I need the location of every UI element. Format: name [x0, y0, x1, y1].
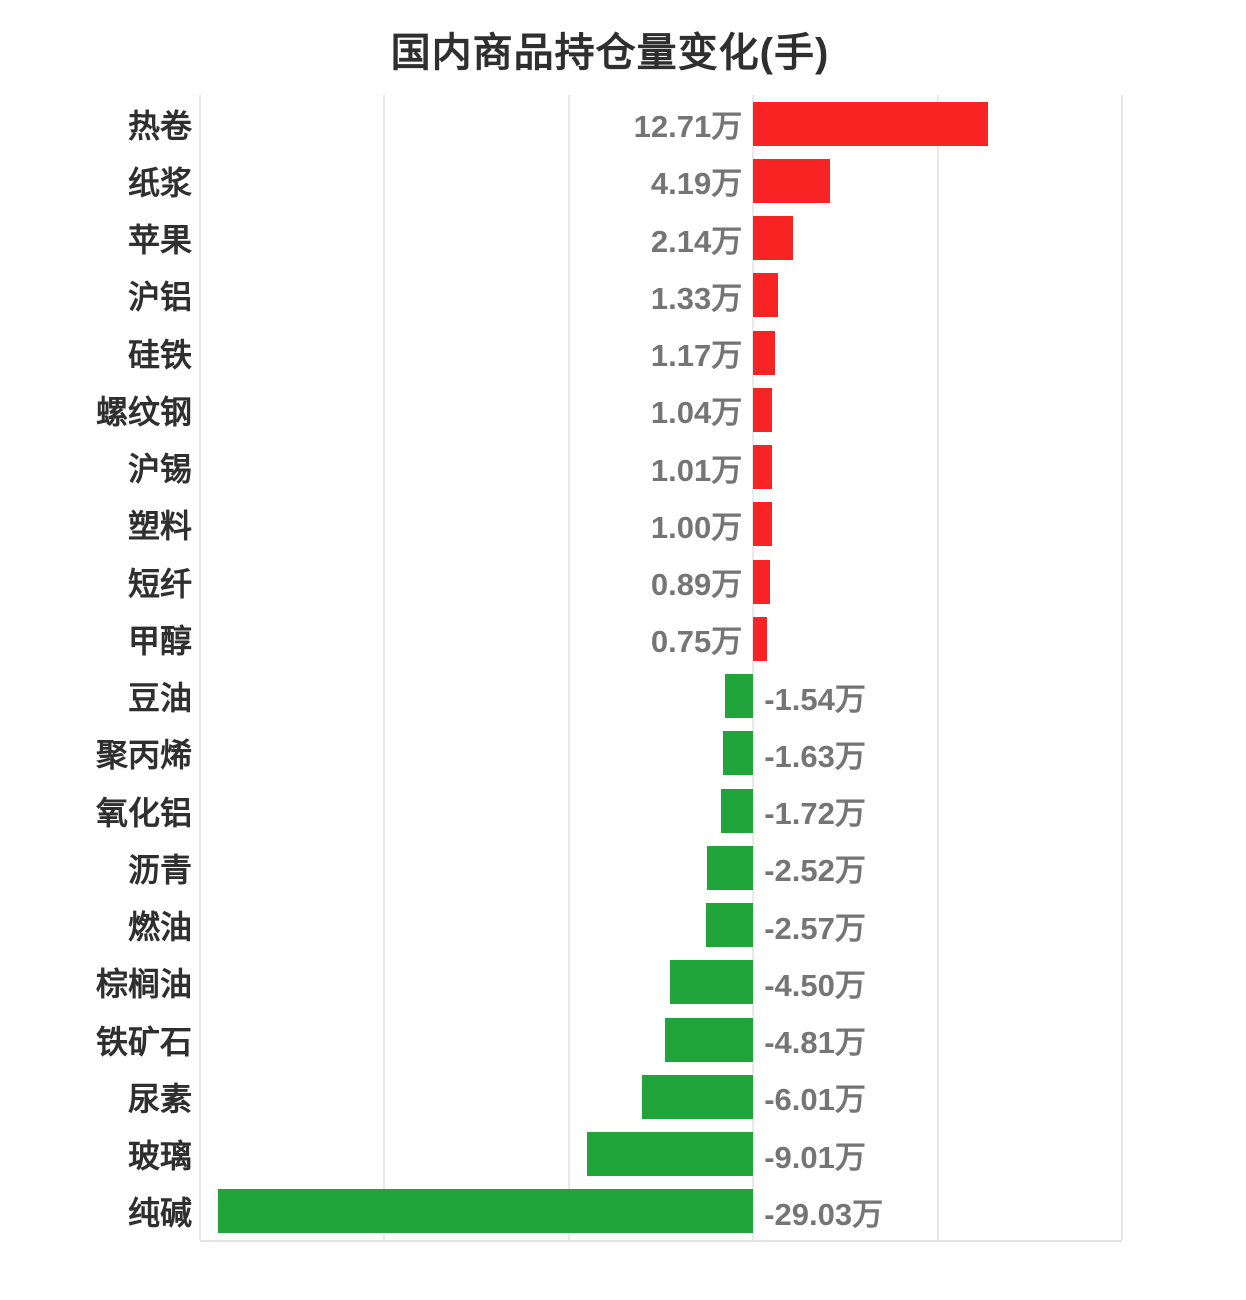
chart-row: 螺纹钢 1.04万 [96, 381, 1122, 438]
bar-negative [723, 731, 754, 776]
value-label: -9.01万 [764, 1139, 866, 1175]
chart-row: 聚丙烯 -1.63万 [96, 725, 1122, 782]
bar-positive [753, 273, 778, 318]
chart-row: 棕榈油 -4.50万 [96, 954, 1122, 1011]
bar-positive [753, 101, 988, 146]
category-label: 铁矿石 [95, 1023, 192, 1060]
category-label: 纯碱 [127, 1195, 192, 1232]
category-label: 短纤 [127, 565, 192, 602]
value-label: -4.50万 [764, 967, 866, 1003]
gridline [567, 95, 570, 1240]
bar-negative [724, 674, 754, 718]
gridline [752, 95, 755, 1240]
value-label: -4.81万 [764, 1025, 866, 1061]
category-label: 棕榈油 [95, 966, 192, 1003]
chart-row: 豆油 -1.54万 [128, 668, 1122, 725]
chart-row: 燃油 -2.57万 [128, 897, 1122, 954]
chart-title: 国内商品持仓量变化(手) [390, 31, 830, 75]
x-axis-line [200, 1240, 1122, 1242]
chart-row: 硅铁 1.17万 [128, 324, 1122, 381]
value-label: 0.89万 [650, 567, 743, 603]
category-label: 豆油 [127, 680, 192, 717]
category-label: 热卷 [127, 107, 192, 144]
value-label: -2.52万 [764, 853, 866, 889]
bar-positive [753, 330, 775, 375]
bar-positive [753, 387, 773, 432]
value-label: 1.01万 [650, 452, 743, 488]
category-label: 燃油 [127, 909, 192, 946]
chart-row: 苹果 2.14万 [128, 210, 1122, 267]
category-label: 螺纹钢 [95, 393, 192, 430]
chart-row: 铁矿石 -4.81万 [96, 1011, 1122, 1068]
value-label: 0.75万 [650, 624, 743, 660]
bar-positive [753, 616, 768, 661]
category-label: 氧化铝 [95, 794, 192, 831]
category-label: 聚丙烯 [95, 737, 192, 774]
bar-negative [670, 960, 754, 1005]
value-label: -2.57万 [764, 910, 866, 946]
bar-positive [753, 502, 772, 547]
category-label: 硅铁 [127, 336, 192, 373]
bar-positive [753, 559, 770, 604]
gridline [1121, 95, 1123, 1240]
bar-positive [753, 216, 793, 260]
category-label: 沪锡 [127, 451, 192, 488]
chart-row: 沪铝 1.33万 [128, 267, 1122, 324]
chart-row: 氧化铝 -1.72万 [96, 782, 1122, 839]
bar-negative [642, 1074, 754, 1119]
bar-negative [721, 788, 754, 833]
value-label: -29.03万 [764, 1196, 884, 1232]
gridline [936, 95, 939, 1240]
value-label: 1.04万 [650, 395, 743, 431]
chart-row: 尿素 -6.01万 [128, 1068, 1122, 1125]
chart-row: 热卷 12.71万 [128, 95, 1122, 152]
category-label: 沥青 [127, 851, 192, 888]
bar-negative [705, 903, 754, 947]
bar-negative [664, 1017, 754, 1062]
category-label: 塑料 [127, 508, 192, 545]
value-label: 1.17万 [650, 338, 743, 374]
category-label: 苹果 [127, 222, 192, 259]
chart-row: 甲醇 0.75万 [128, 610, 1122, 667]
chart-row: 玻璃 -9.01万 [128, 1126, 1122, 1183]
category-label: 甲醇 [127, 622, 192, 659]
bar-positive [753, 158, 831, 203]
chart-row: 沥青 -2.52万 [128, 839, 1122, 896]
value-label: -1.54万 [764, 681, 866, 717]
value-label: 4.19万 [650, 166, 743, 202]
gridline [199, 95, 201, 1240]
bar-negative [217, 1189, 754, 1234]
value-label: -6.01万 [764, 1082, 866, 1118]
value-label: 2.14万 [650, 223, 743, 259]
chart-row: 短纤 0.89万 [128, 553, 1122, 610]
bar-negative [587, 1132, 754, 1176]
category-label: 沪铝 [127, 279, 192, 316]
value-label: -1.72万 [764, 796, 866, 832]
plot-area: 热卷 12.71万纸浆 4.19万苹果 2.14万沪铝 1.33万硅铁 1.17万螺纹钢 1… [96, 95, 1123, 1242]
category-label: 玻璃 [127, 1138, 192, 1175]
value-label: 1.00万 [650, 509, 743, 545]
value-label: 1.33万 [650, 280, 743, 316]
category-label: 纸浆 [127, 164, 192, 201]
category-label: 尿素 [127, 1080, 192, 1117]
value-label: -1.63万 [764, 738, 866, 774]
chart-row: 塑料 1.00万 [128, 496, 1122, 553]
chart-row: 纸浆 4.19万 [128, 152, 1122, 209]
bar-positive [753, 445, 772, 489]
chart-row: 纯碱 -29.03万 [128, 1183, 1122, 1240]
value-label: 12.71万 [633, 109, 743, 145]
bar-negative [706, 845, 754, 890]
chart-row: 沪锡 1.01万 [128, 439, 1122, 496]
gridline [383, 95, 386, 1240]
